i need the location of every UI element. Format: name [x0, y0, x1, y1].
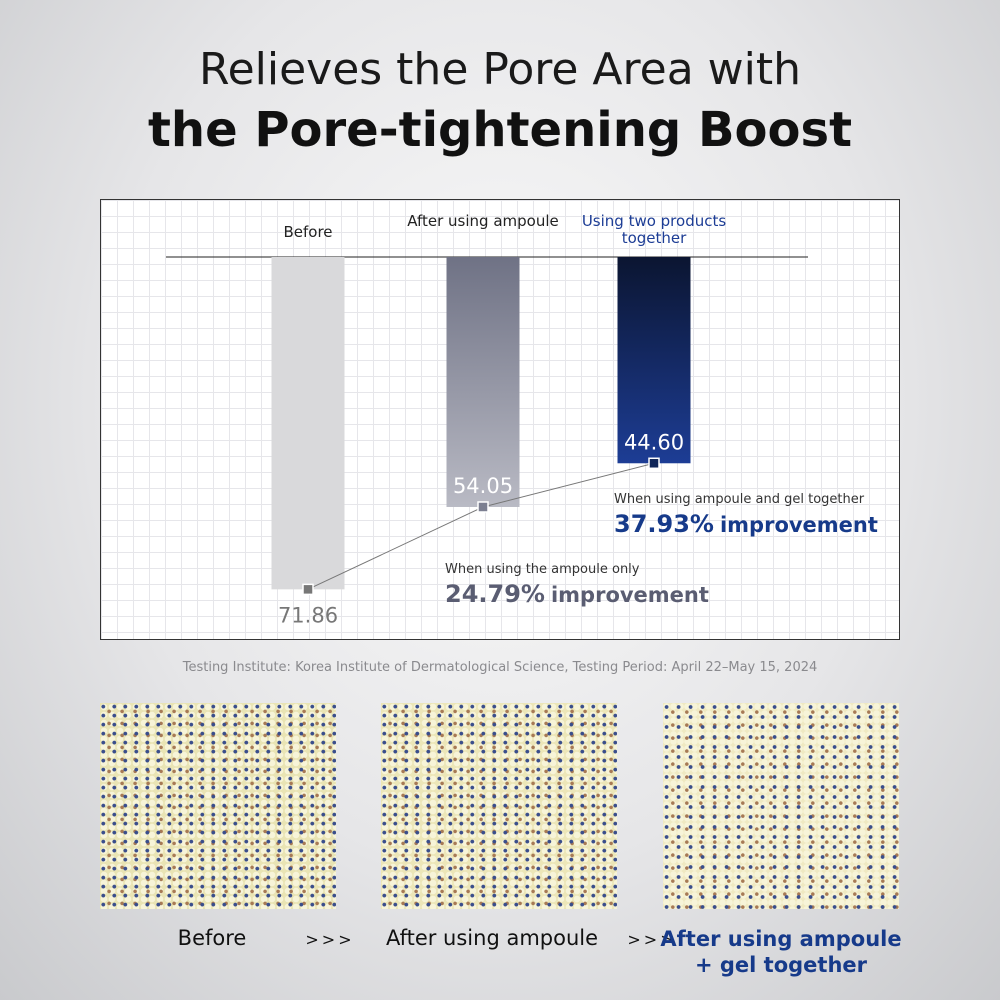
point-marker — [648, 457, 660, 470]
category-label: After using ampoule — [407, 212, 559, 230]
chart: 71.86 54.05 44.60 — [166, 256, 808, 627]
photo-before — [100, 703, 336, 909]
category-label: Before — [283, 223, 333, 241]
caption-arrow: >>> — [305, 930, 355, 949]
bar — [617, 257, 691, 464]
caption: Before — [177, 926, 247, 950]
annotation-text: When using ampoule and gel together — [614, 492, 865, 507]
caption: After using ampoule + gel together — [660, 927, 902, 977]
improvement-text: improvement — [550, 583, 709, 607]
improvement-value: 24.79% — [445, 580, 545, 608]
photo-ampoule — [381, 703, 617, 909]
bar — [271, 257, 345, 590]
point-marker — [302, 583, 314, 596]
point-marker — [477, 501, 489, 513]
improvement-text: improvement — [719, 513, 878, 537]
bar — [446, 257, 520, 507]
improvement-value: 37.93% — [614, 510, 714, 538]
value-label: 71.86 — [278, 603, 338, 627]
value-label: 44.60 — [624, 430, 684, 454]
caption-arrow: >>> — [627, 930, 677, 949]
improvement: 37.93% improvement — [614, 510, 878, 538]
title: Relieves the Pore Area with — [198, 44, 802, 95]
footnote: Testing Institute: Korea Institute of De… — [182, 660, 818, 675]
annotation-text: When using the ampoule only — [445, 562, 640, 577]
caption: After using ampoule — [385, 926, 599, 950]
title: the Pore-tightening Boost — [147, 102, 853, 158]
photo-together — [663, 703, 899, 909]
value-label: 54.05 — [453, 474, 513, 498]
chart-box: 71.86 54.05 44.60 Before After using ampoul… — [100, 199, 900, 640]
improvement: 24.79% improvement — [445, 580, 709, 608]
category-label: Using two products together — [581, 212, 727, 247]
